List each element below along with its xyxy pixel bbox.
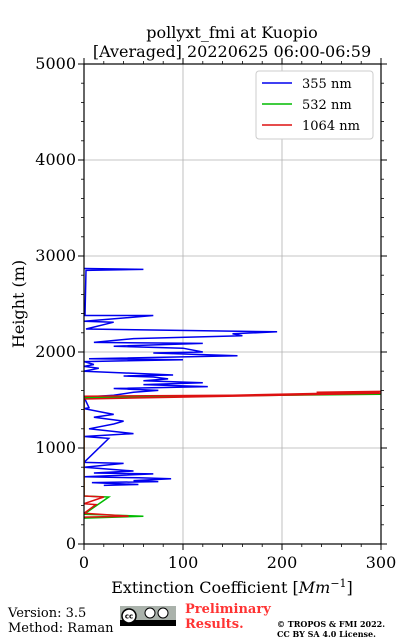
preliminary-results-notice: Preliminary Results.	[185, 602, 271, 632]
copyright-line-1: © TROPOS & FMI 2022.	[277, 619, 386, 629]
legend-label: 355 nm	[302, 77, 352, 92]
y-tick-label: 2000	[35, 342, 76, 361]
cc-license-badge: cc	[120, 606, 176, 626]
x-tick-label: 0	[79, 553, 89, 572]
x-axis-label: Extinction Coefficient [Mm−1]	[111, 577, 353, 597]
y-tick-label: 3000	[35, 246, 76, 265]
svg-text:cc: cc	[125, 613, 133, 621]
x-tick-label: 300	[366, 553, 397, 572]
preliminary-line-1: Preliminary	[185, 602, 271, 617]
y-axis-label: Height (m)	[9, 260, 28, 348]
chart-title: pollyxt_fmi at Kuopio	[146, 23, 317, 42]
x-tick-label: 100	[168, 553, 199, 572]
series-line-532-nm	[84, 393, 381, 519]
chart-subtitle: [Averaged] 20220625 06:00-06:59	[93, 42, 371, 61]
axis-ticks	[78, 58, 387, 550]
y-tick-label: 1000	[35, 438, 76, 457]
extinction-profile-chart: pollyxt_fmi at Kuopio [Averaged] 2022062…	[9, 23, 396, 597]
x-tick-label: 200	[267, 553, 298, 572]
copyright-line-2: CC BY SA 4.0 License.	[277, 629, 376, 639]
legend-label: 532 nm	[302, 98, 352, 113]
y-tick-label: 5000	[35, 54, 76, 73]
y-tick-label: 0	[66, 534, 76, 553]
series-line-355-nm	[84, 267, 278, 487]
plot-frame	[83, 63, 382, 545]
legend: 355 nm 532 nm 1064 nm	[255, 70, 374, 140]
preliminary-line-2: Results.	[185, 617, 244, 632]
method-text: Method: Raman	[8, 621, 114, 636]
legend-label: 1064 nm	[302, 119, 360, 134]
y-tick-label: 4000	[35, 150, 76, 169]
copyright-notice: © TROPOS & FMI 2022. CC BY SA 4.0 Licens…	[277, 619, 385, 639]
version-text: Version: 3.5	[8, 606, 87, 621]
series-line-1064-nm	[84, 390, 381, 518]
data-series	[84, 267, 381, 519]
